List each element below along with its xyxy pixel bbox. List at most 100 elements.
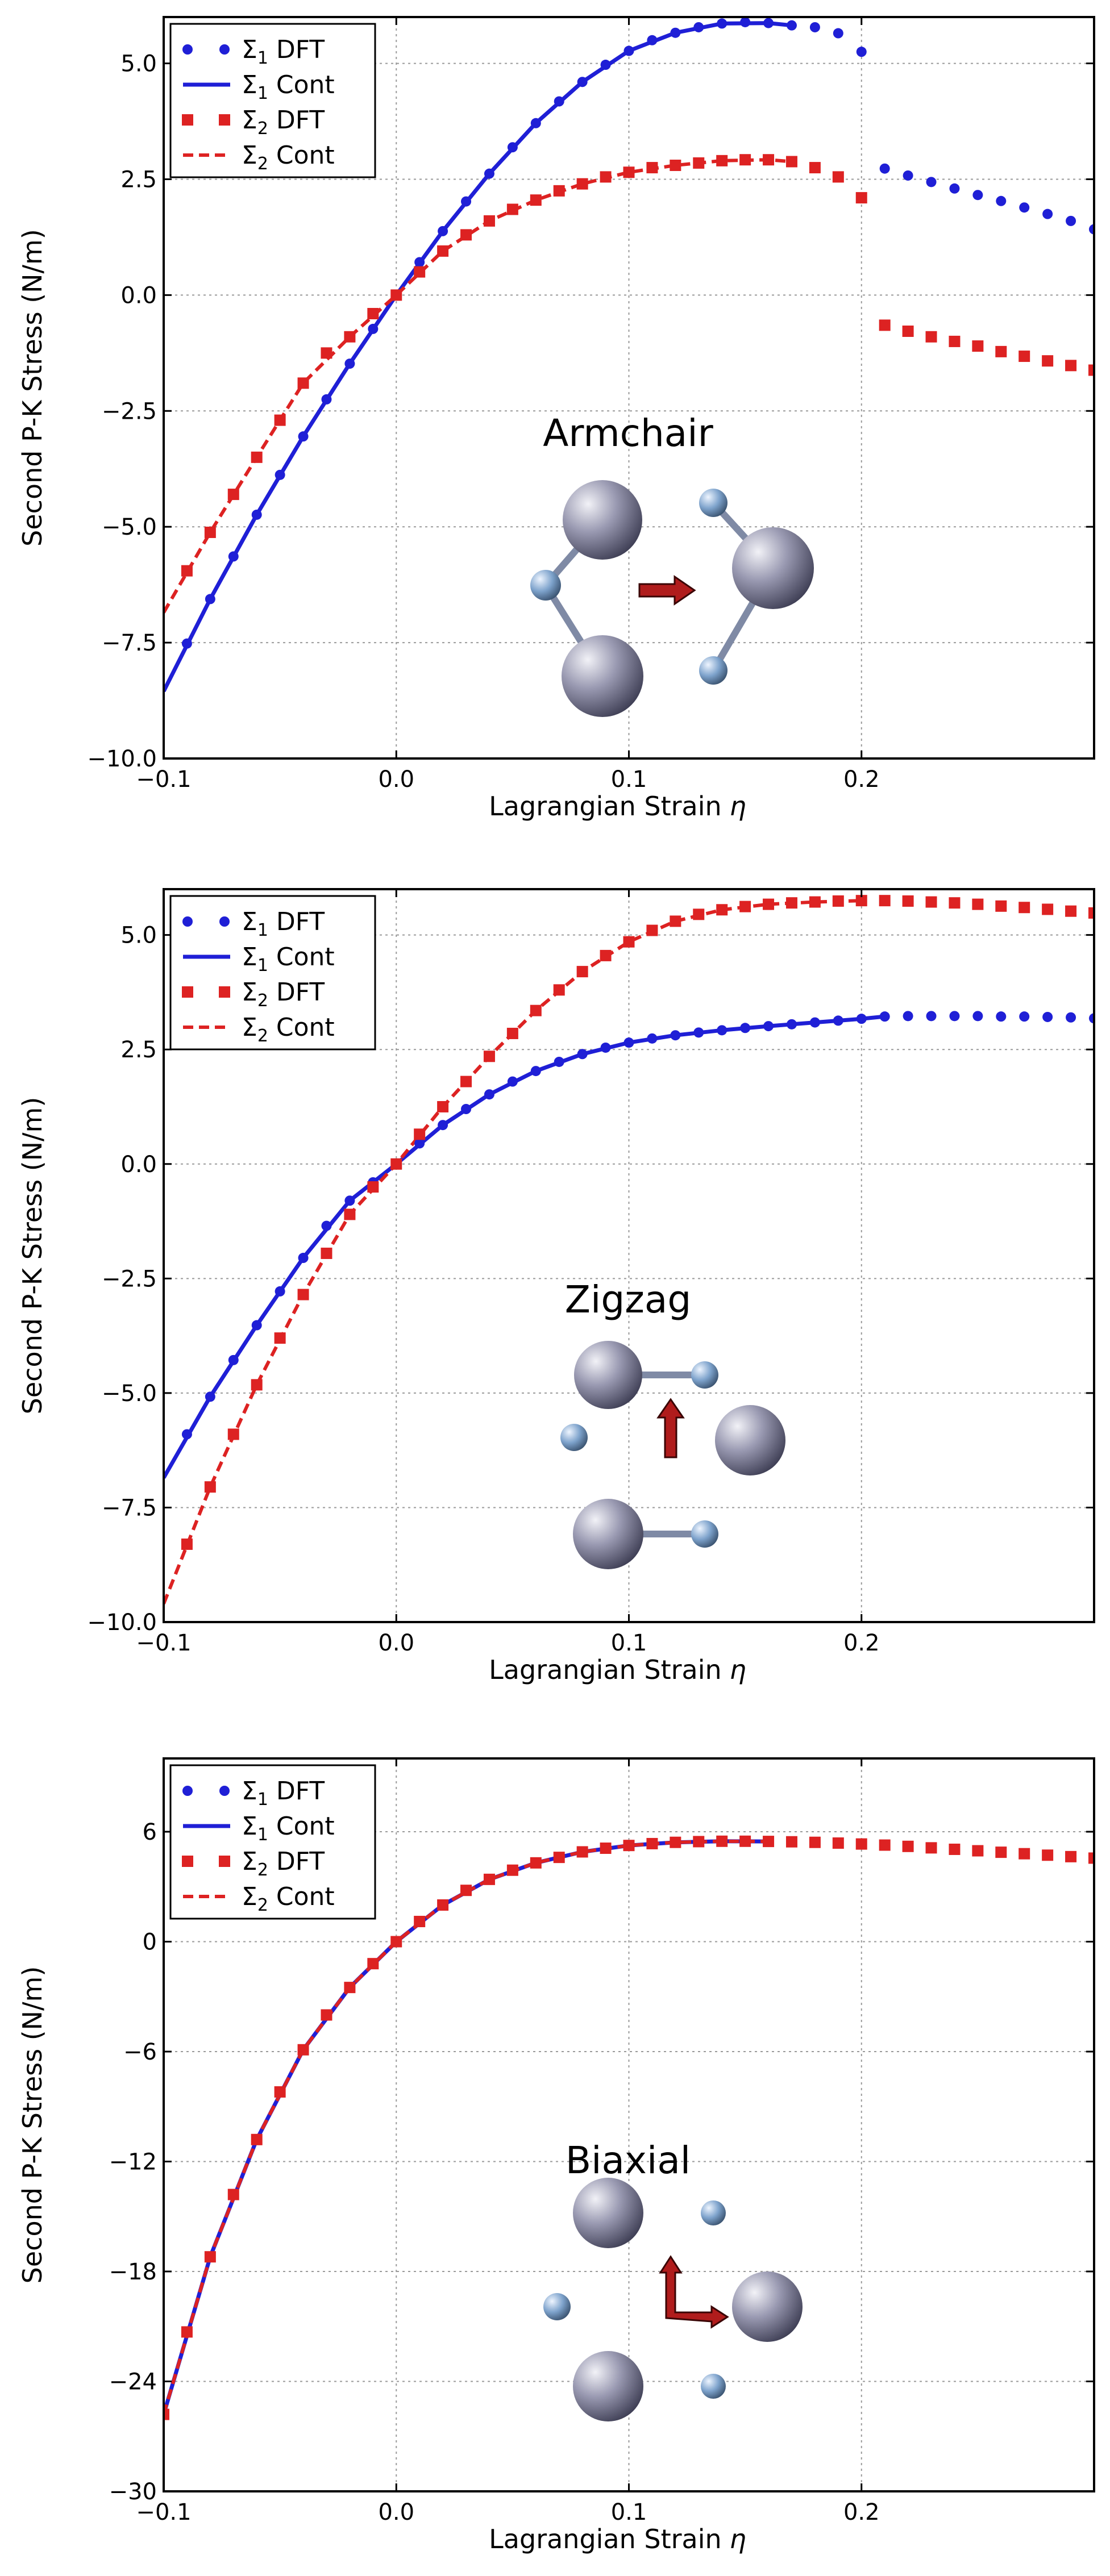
data-point [972,1011,983,1022]
data-point [670,915,681,927]
data-point [181,565,193,577]
legend-item: Σ1 Cont [183,1812,335,1845]
data-point [925,331,937,343]
data-point [716,904,728,916]
data-point [1019,1011,1030,1022]
data-point [483,215,495,227]
data-point [995,345,1007,357]
x-tick-label: 0.1 [611,2499,647,2525]
x-tick-label: 0.2 [843,1630,880,1656]
data-point [623,1037,634,1048]
y-axis-label: Second P-K Stress (N/m) [17,229,48,547]
y-tick-label: 6 [143,1819,157,1845]
y-tick-label: −5.0 [102,514,157,540]
data-point [414,257,425,268]
data-point [693,1027,704,1038]
data-point [576,966,588,978]
data-point [204,1481,216,1493]
data-point [530,194,542,206]
data-point [530,1004,542,1016]
data-point [786,20,797,31]
x-tick-label: −0.1 [136,2499,191,2525]
data-point [344,1195,355,1206]
x-tick-label: 0.0 [378,2499,414,2525]
data-point [600,949,612,961]
y-tick-label: 5.0 [120,51,157,77]
data-point [855,1838,867,1850]
data-point [903,170,913,181]
data-point [274,2086,286,2098]
legend-marker [219,1856,230,1867]
x-tick-label: −0.1 [136,766,191,793]
legend-marker [219,916,230,927]
x-tick-label: 0.0 [378,766,414,793]
data-point [809,1017,820,1028]
data-point [204,526,216,538]
data-point [321,2009,332,2021]
data-point [647,1033,658,1044]
legend-box [169,1764,376,1920]
data-point [879,319,891,331]
data-point [996,1011,1007,1022]
small-atom [699,489,727,517]
data-point [274,1332,286,1344]
data-point [297,377,309,389]
data-point [832,1837,844,1849]
data-point [181,638,192,649]
data-point [321,1247,332,1259]
data-point [879,163,890,174]
data-point [553,1852,565,1864]
large-atom [574,1341,642,1409]
data-point [623,45,634,56]
data-point [763,898,775,910]
legend-label: Σ2 Cont [242,1882,335,1915]
data-point [297,2044,309,2056]
large-atom [732,527,814,609]
legend-label: Σ1 DFT [242,35,325,68]
data-point [1042,1011,1053,1022]
data-point [414,1128,426,1140]
data-point [414,1138,425,1149]
legend-box [169,895,376,1051]
arrow-biaxial-icon [659,2255,729,2329]
data-point [856,47,867,57]
data-point [530,118,541,128]
data-point [646,1837,658,1849]
data-point [344,331,356,343]
plot-area [164,895,1094,1604]
small-atom [691,1361,718,1389]
data-point [204,2251,216,2263]
data-point [367,308,379,319]
legend-label: Σ2 DFT [242,106,325,139]
data-point [506,203,518,215]
data-point [164,2408,169,2420]
data-point [483,1873,495,1885]
structure-label: Armchair [543,411,713,455]
data-point [554,1056,564,1067]
data-point [1066,1012,1076,1023]
data-point [484,1089,494,1100]
data-point [251,1320,262,1331]
data-point [251,451,263,463]
legend-label: Σ1 Cont [242,70,335,103]
data-point [1066,215,1076,226]
data-point [507,1076,518,1087]
y-tick-label: −5.0 [102,1381,157,1407]
data-point [344,359,355,369]
legend-marker [219,114,230,126]
x-axis-label: Lagrangian Strain η [489,1654,746,1685]
legend-item: Σ2 DFT [182,1847,325,1880]
data-point [1088,907,1094,919]
zigzag-molecule-diagram [560,1341,785,1569]
data-point [368,323,379,334]
large-atom [573,2351,643,2421]
large-atom [715,1405,785,1475]
data-point [763,1836,775,1848]
data-point [227,489,239,501]
armchair-chart: −0.1 0.0 0.1 0.2 −10.0 −7.5 −5.0 −2.5 0.0 2.5 5.0 L… [17,16,1095,822]
data-point [344,1982,356,1994]
data-point [623,1840,635,1852]
data-point [1088,364,1094,376]
legend-marker [219,44,230,55]
